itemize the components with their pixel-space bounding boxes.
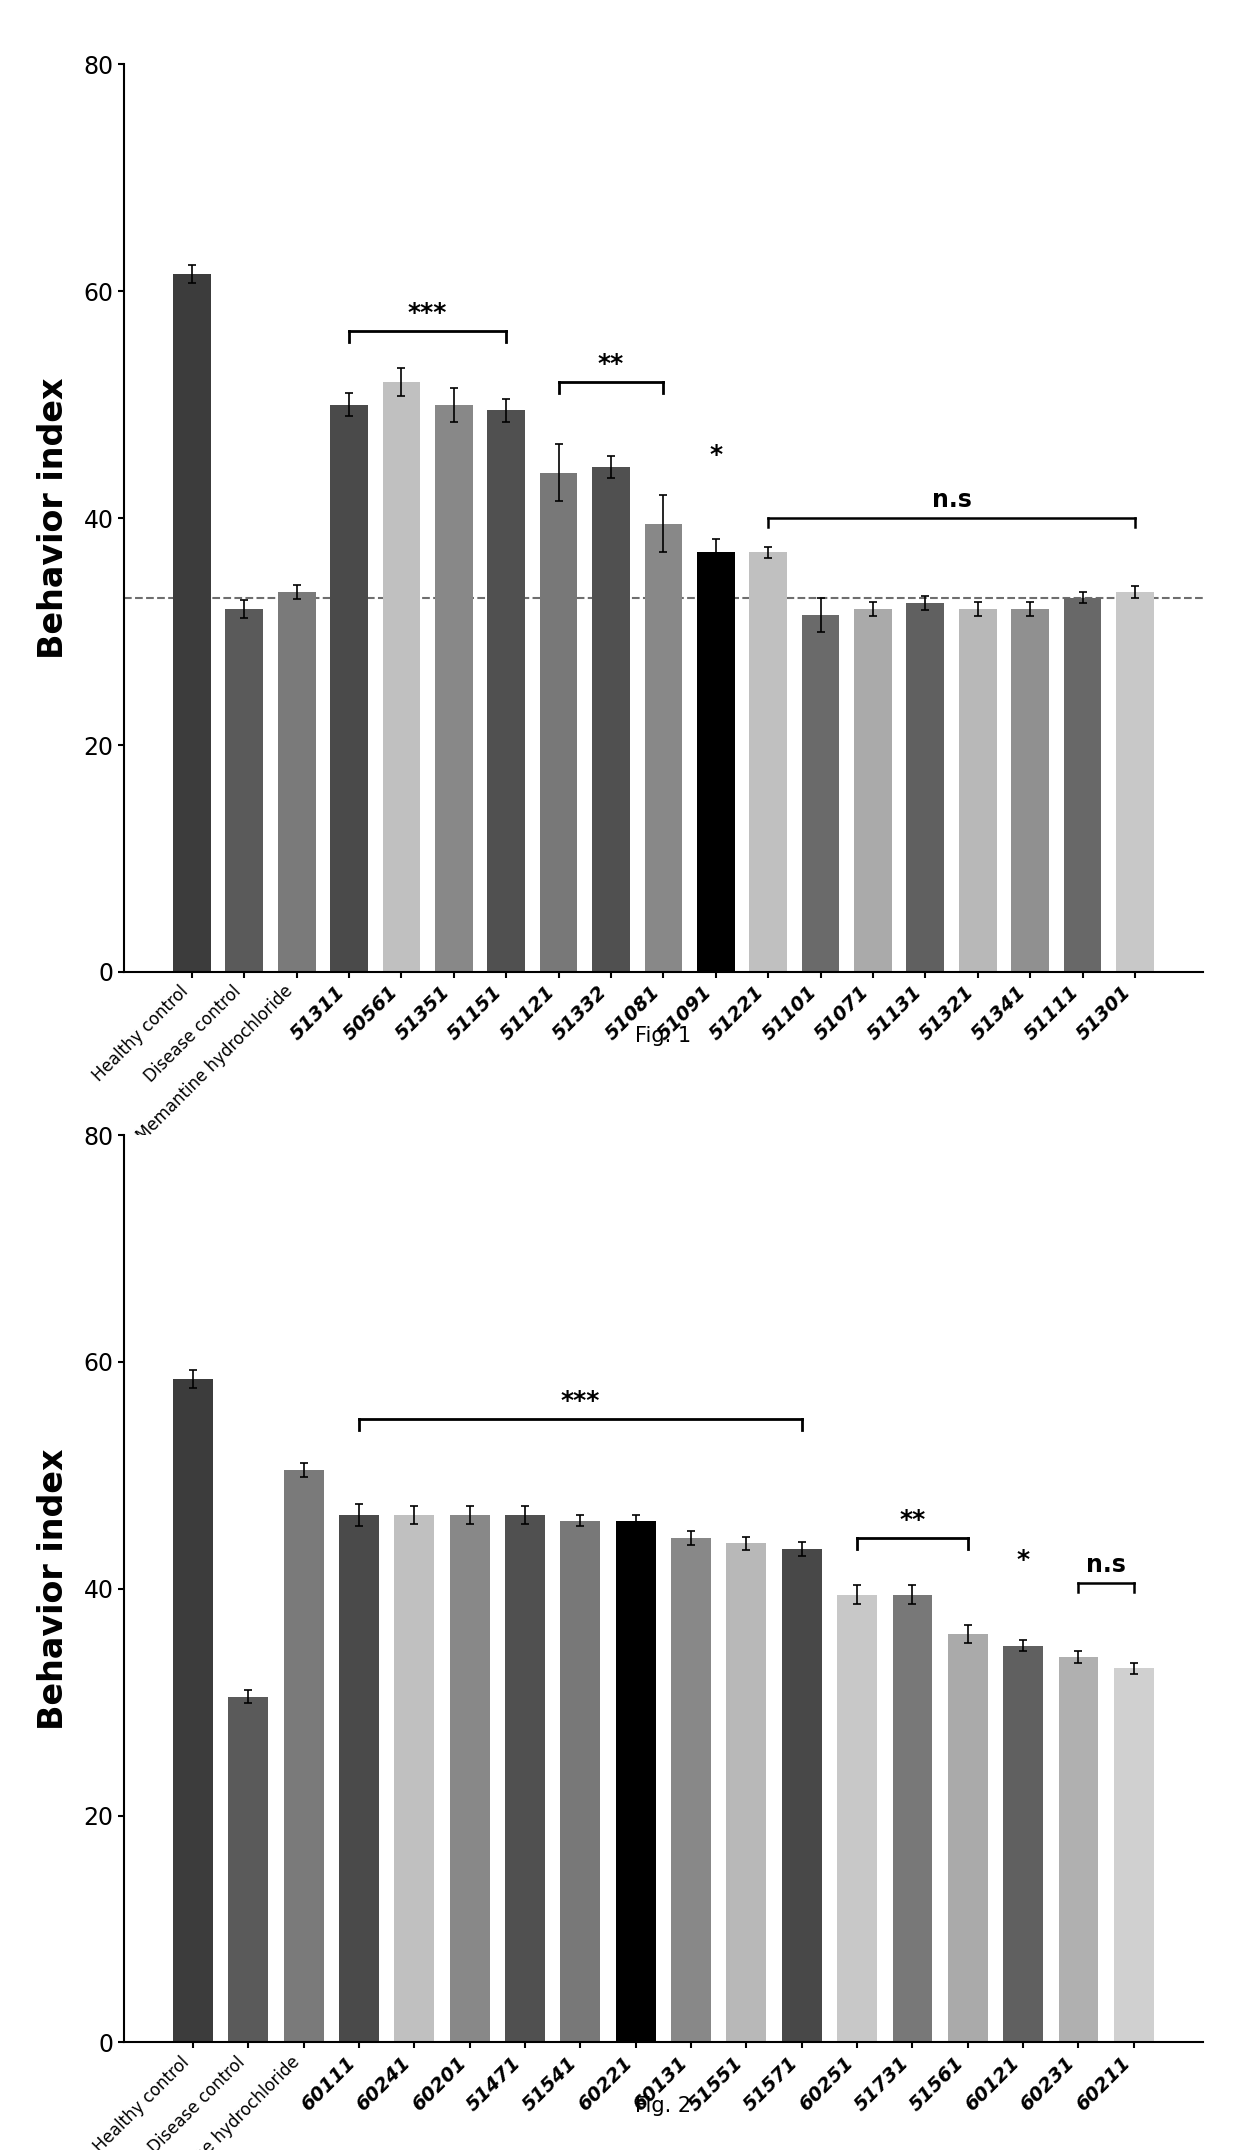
Bar xyxy=(749,553,787,972)
Bar xyxy=(645,525,682,972)
Bar xyxy=(697,553,734,972)
Bar xyxy=(450,1516,490,2042)
Bar xyxy=(1003,1645,1043,2042)
Bar xyxy=(1064,598,1101,972)
Bar xyxy=(487,411,525,972)
Bar xyxy=(1116,591,1153,972)
Bar xyxy=(906,604,944,972)
Bar xyxy=(802,615,839,972)
Bar xyxy=(854,608,892,972)
Text: *: * xyxy=(1017,1548,1029,1572)
Text: **: ** xyxy=(899,1507,925,1533)
Text: Fig. 1: Fig. 1 xyxy=(635,1026,692,1045)
Bar xyxy=(727,1544,766,2042)
Text: ***: *** xyxy=(408,301,448,325)
Bar xyxy=(174,1378,213,2042)
Bar xyxy=(435,404,472,972)
Y-axis label: Behavior index: Behavior index xyxy=(36,1449,69,1729)
Bar xyxy=(330,404,368,972)
Bar xyxy=(339,1516,379,2042)
Bar xyxy=(616,1520,656,2042)
Bar xyxy=(1059,1658,1099,2042)
Bar xyxy=(539,473,578,972)
Bar xyxy=(1114,1668,1153,2042)
Bar xyxy=(837,1595,877,2042)
Bar xyxy=(228,1696,268,2042)
Text: Fig. 2: Fig. 2 xyxy=(635,2096,692,2116)
Bar xyxy=(593,467,630,972)
Bar xyxy=(560,1520,600,2042)
Bar xyxy=(505,1516,544,2042)
Bar xyxy=(893,1595,932,2042)
Bar xyxy=(278,591,315,972)
Text: n.s: n.s xyxy=(1086,1554,1126,1578)
Bar xyxy=(947,1634,988,2042)
Bar xyxy=(174,275,211,972)
Text: *: * xyxy=(709,443,723,467)
Text: n.s: n.s xyxy=(931,488,971,512)
Bar xyxy=(782,1550,822,2042)
Bar xyxy=(1012,608,1049,972)
Bar xyxy=(383,383,420,972)
Bar xyxy=(284,1471,324,2042)
Bar xyxy=(394,1516,434,2042)
Y-axis label: Behavior index: Behavior index xyxy=(36,378,69,658)
Bar xyxy=(959,608,997,972)
Bar xyxy=(226,608,263,972)
Bar xyxy=(671,1537,711,2042)
Text: ***: *** xyxy=(560,1389,600,1413)
Text: **: ** xyxy=(598,353,624,376)
